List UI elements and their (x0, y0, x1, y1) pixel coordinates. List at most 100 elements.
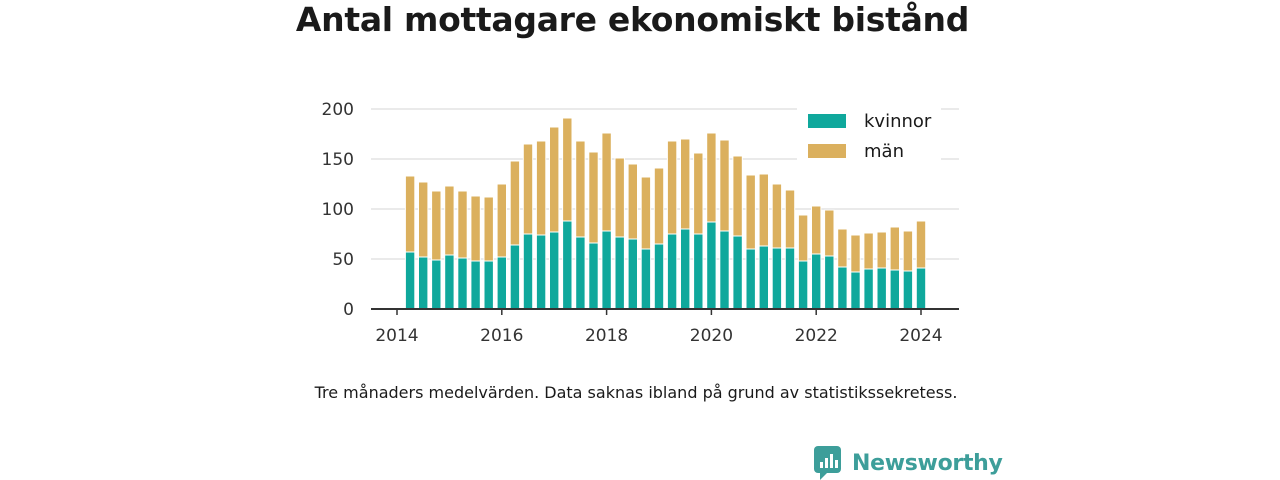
bar-kvinnor-2023-04[interactable] (876, 267, 887, 310)
bar-kvinnor-2017-10[interactable] (588, 242, 599, 310)
bar-kvinnor-2020-07[interactable] (732, 235, 743, 310)
bar-mn-2015-10[interactable] (483, 196, 494, 262)
bar-mn-2024-01[interactable] (915, 220, 927, 269)
bar-kvinnor-2017-01[interactable] (549, 231, 560, 310)
legend-label: kvinnor (864, 111, 932, 132)
bar-mn-2020-01[interactable] (706, 132, 717, 223)
bar-mn-2018-01[interactable] (601, 132, 612, 232)
bar-kvinnor-2022-04[interactable] (824, 255, 835, 310)
x-tick-label: 2018 (585, 326, 628, 346)
brand-logo[interactable]: Newsworthy (814, 446, 1003, 480)
bar-mn-2018-04[interactable] (614, 157, 625, 238)
bar-mn-2023-07[interactable] (889, 226, 900, 271)
bar-mn-2016-10[interactable] (535, 140, 547, 236)
bar-kvinnor-2019-04[interactable] (666, 233, 678, 310)
bar-mn-2015-07[interactable] (470, 195, 481, 262)
bar-mn-2017-10[interactable] (588, 151, 599, 244)
bar-kvinnor-2018-07[interactable] (627, 238, 638, 310)
bar-kvinnor-2022-07[interactable] (837, 266, 848, 310)
bar-kvinnor-2021-04[interactable] (771, 247, 783, 310)
bar-mn-2021-10[interactable] (797, 214, 809, 262)
bar-kvinnor-2015-01[interactable] (444, 254, 455, 310)
bar-mn-2022-07[interactable] (837, 228, 848, 268)
bar-mn-2017-07[interactable] (575, 140, 586, 238)
y-tick-label: 150 (322, 150, 354, 170)
x-tick-label: 2016 (480, 326, 523, 346)
bar-mn-2016-07[interactable] (522, 143, 534, 235)
bar-chart: 0 50 100 150 200 2014 2016 2018 2020 2022 2024 kvi… (322, 100, 959, 346)
bar-kvinnor-2022-01[interactable] (811, 253, 822, 310)
bar-kvinnor-2024-01[interactable] (915, 267, 927, 310)
bars (404, 117, 927, 310)
bar-mn-2020-04[interactable] (719, 139, 730, 232)
bar-mn-2021-04[interactable] (771, 183, 783, 249)
bar-kvinnor-2018-01[interactable] (601, 230, 612, 310)
y-tick-label: 50 (332, 250, 354, 270)
bar-mn-2014-07[interactable] (418, 181, 429, 258)
bar-kvinnor-2014-07[interactable] (418, 256, 429, 310)
bar-kvinnor-2017-04[interactable] (562, 220, 573, 310)
bar-mn-2022-10[interactable] (850, 234, 861, 273)
bar-mn-2015-04[interactable] (457, 190, 468, 259)
bar-kvinnor-2021-10[interactable] (797, 260, 809, 310)
legend: kvinnor män (797, 104, 941, 164)
bar-mn-2023-01[interactable] (863, 232, 874, 270)
bar-mn-2018-10[interactable] (640, 176, 652, 250)
y-tick-label: 100 (322, 200, 354, 220)
bar-mn-2016-01[interactable] (496, 183, 508, 258)
bar-mn-2014-10[interactable] (431, 190, 442, 261)
bar-kvinnor-2016-07[interactable] (522, 233, 534, 310)
bar-mn-2018-07[interactable] (627, 163, 638, 240)
brand-name: Newsworthy (852, 450, 1003, 476)
bar-kvinnor-2019-07[interactable] (680, 228, 691, 310)
bar-mn-2020-07[interactable] (732, 155, 743, 237)
bar-kvinnor-2015-04[interactable] (457, 257, 468, 310)
bar-kvinnor-2022-10[interactable] (850, 271, 861, 310)
bar-kvinnor-2021-01[interactable] (758, 245, 769, 310)
bar-kvinnor-2016-10[interactable] (535, 234, 547, 310)
bar-mn-2019-07[interactable] (680, 138, 691, 230)
bar-mn-2019-01[interactable] (653, 167, 665, 245)
bar-kvinnor-2016-04[interactable] (509, 244, 521, 310)
bar-kvinnor-2023-10[interactable] (902, 270, 914, 310)
x-tick-label: 2020 (690, 326, 733, 346)
bar-chart-logo-icon (814, 446, 841, 480)
bar-mn-2022-04[interactable] (824, 209, 835, 257)
bar-mn-2023-10[interactable] (902, 230, 914, 272)
bar-mn-2019-04[interactable] (666, 140, 678, 235)
legend-label: män (864, 141, 904, 162)
bar-mn-2021-01[interactable] (758, 173, 769, 247)
bar-kvinnor-2019-10[interactable] (693, 233, 704, 310)
x-tick-label: 2022 (795, 326, 838, 346)
bar-kvinnor-2015-10[interactable] (483, 260, 494, 310)
bar-mn-2016-04[interactable] (509, 160, 521, 246)
axes: 0 50 100 150 200 2014 2016 2018 2020 2022 2024 (322, 100, 959, 346)
bar-mn-2017-04[interactable] (562, 117, 573, 222)
bar-mn-2022-01[interactable] (811, 205, 822, 255)
bar-mn-2019-10[interactable] (693, 152, 704, 235)
bar-kvinnor-2016-01[interactable] (496, 256, 508, 310)
legend-swatch-mn (808, 144, 846, 158)
bar-mn-2017-01[interactable] (549, 126, 560, 233)
bar-kvinnor-2019-01[interactable] (653, 243, 665, 310)
bar-kvinnor-2018-10[interactable] (640, 248, 652, 310)
bar-mn-2014-04[interactable] (404, 175, 416, 253)
bar-kvinnor-2017-07[interactable] (575, 236, 586, 310)
bar-kvinnor-2014-10[interactable] (431, 259, 442, 310)
bar-mn-2021-07[interactable] (784, 189, 796, 249)
bar-kvinnor-2018-04[interactable] (614, 236, 625, 310)
bar-kvinnor-2021-07[interactable] (784, 247, 796, 310)
bar-kvinnor-2014-04[interactable] (404, 251, 416, 310)
bar-kvinnor-2023-01[interactable] (863, 268, 874, 310)
bar-mn-2020-10[interactable] (745, 174, 756, 250)
bar-kvinnor-2023-07[interactable] (889, 269, 900, 310)
bar-mn-2015-01[interactable] (444, 185, 455, 256)
y-tick-label: 0 (343, 300, 354, 320)
chart-title: Antal mottagare ekonomiskt bistånd (295, 0, 970, 39)
bar-kvinnor-2020-01[interactable] (706, 221, 717, 310)
bar-kvinnor-2020-04[interactable] (719, 230, 730, 310)
bar-kvinnor-2020-10[interactable] (745, 248, 756, 310)
legend-swatch-kvinnor (808, 114, 846, 128)
bar-mn-2023-04[interactable] (876, 231, 887, 269)
bar-kvinnor-2015-07[interactable] (470, 260, 481, 310)
